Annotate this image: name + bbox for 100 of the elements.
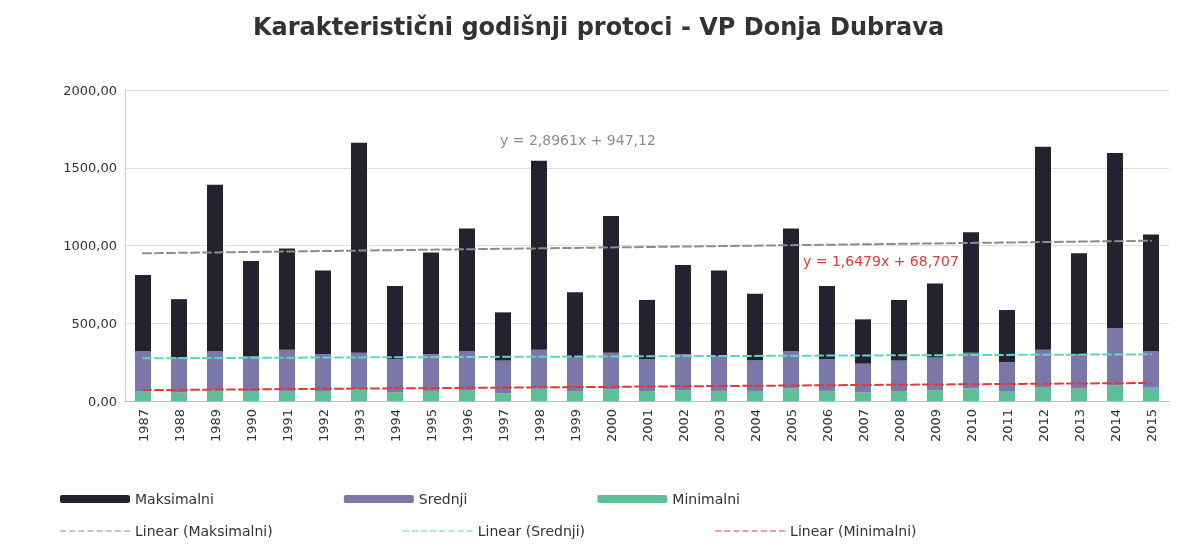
bar: [891, 360, 907, 392]
bar: [963, 388, 979, 401]
bar: [1143, 387, 1159, 401]
bar: [387, 392, 403, 401]
x-tick-label: 2011: [999, 409, 1015, 443]
bar: [999, 310, 1015, 363]
bar: [387, 285, 403, 360]
x-tick-label: 1990: [243, 409, 259, 443]
bar: [783, 351, 799, 389]
bar: [855, 363, 871, 393]
bar: [1035, 146, 1051, 350]
x-tick-label: 2007: [855, 409, 871, 443]
x-tick-label: 2015: [1143, 409, 1159, 443]
bar: [1143, 234, 1159, 352]
bar: [171, 299, 187, 358]
bar: [603, 389, 619, 401]
x-tick-label: 2010: [963, 409, 979, 443]
bar: [207, 351, 223, 391]
bar: [639, 299, 655, 360]
bar: [423, 354, 439, 391]
x-tick-label: 1996: [459, 409, 475, 443]
x-tick-label: 2003: [711, 409, 727, 443]
x-tick-label: 2002: [675, 409, 691, 443]
x-tick-label: 1993: [351, 409, 367, 443]
bar: [135, 351, 151, 392]
bar: [1071, 253, 1087, 355]
bar: [1035, 349, 1051, 388]
bar: [1071, 388, 1087, 401]
bar: [171, 392, 187, 401]
bar: [711, 270, 727, 356]
annotation: y = 1,6479x + 68,707: [803, 253, 959, 269]
bar: [567, 357, 583, 392]
bar: [531, 160, 547, 350]
bar: [171, 357, 187, 393]
bar: [495, 312, 511, 361]
bar: [675, 354, 691, 391]
bar: [819, 285, 835, 360]
bar: [855, 319, 871, 364]
bar: [1107, 385, 1123, 401]
x-tick-label: 2004: [747, 409, 763, 443]
bar: [135, 275, 151, 352]
bar: [927, 283, 943, 358]
y-tick-label: 1500,00: [63, 160, 117, 176]
bar: [891, 299, 907, 361]
bar: [855, 392, 871, 401]
bar: [891, 391, 907, 401]
x-tick-label: 2005: [783, 409, 799, 443]
bar: [747, 293, 763, 361]
bar: [783, 228, 799, 352]
x-tick-label: 1991: [279, 409, 295, 443]
x-tick-label: 2012: [1035, 409, 1051, 443]
bar: [423, 390, 439, 401]
bar: [243, 391, 259, 401]
bar: [639, 359, 655, 392]
bar: [675, 390, 691, 401]
legend-label: Minimalni: [672, 491, 740, 507]
bar: [747, 391, 763, 401]
bar: [711, 355, 727, 391]
x-tick-label: 1995: [423, 409, 439, 443]
bar: [495, 393, 511, 401]
legend-label: Linear (Maksimalni): [135, 523, 273, 539]
bar: [927, 357, 943, 391]
annotation: y = 2,8961x + 947,12: [500, 132, 656, 148]
bar: [963, 352, 979, 389]
bar: [351, 389, 367, 401]
y-tick-label: 1000,00: [63, 238, 117, 253]
bar: [1143, 351, 1159, 388]
bar: [1107, 152, 1123, 328]
legend-label: Linear (Minimalni): [790, 523, 917, 539]
x-tick-label: 1987: [135, 409, 151, 443]
bar: [243, 261, 259, 356]
bar: [567, 292, 583, 358]
legend-label: Linear (Srednji): [477, 523, 586, 539]
x-tick-label: 1997: [495, 409, 511, 443]
bar: [819, 390, 835, 401]
bar: [1035, 387, 1051, 401]
legend-label: Srednji: [418, 491, 468, 507]
bar: [711, 390, 727, 401]
bar: [207, 184, 223, 352]
bar: [783, 388, 799, 401]
bar: [531, 388, 547, 401]
bar: [747, 360, 763, 392]
bar: [531, 349, 547, 389]
chart-title: Karakteristični godišnji protoci - VP Donja Dubrava: [252, 13, 945, 41]
bar: [351, 142, 367, 353]
x-tick-label: 2000: [603, 409, 619, 443]
bar: [459, 228, 475, 352]
bar: [207, 390, 223, 401]
x-tick-label: 1998: [531, 409, 547, 443]
bar: [963, 232, 979, 353]
bar: [675, 264, 691, 355]
bar: [819, 359, 835, 391]
bar: [135, 391, 151, 401]
bar: [1107, 327, 1123, 386]
bar: [387, 359, 403, 393]
x-tick-label: 2006: [819, 409, 835, 443]
bar: [603, 215, 619, 353]
x-tick-label: 2013: [1071, 409, 1087, 443]
bar: [279, 390, 295, 401]
bar: [315, 391, 331, 401]
